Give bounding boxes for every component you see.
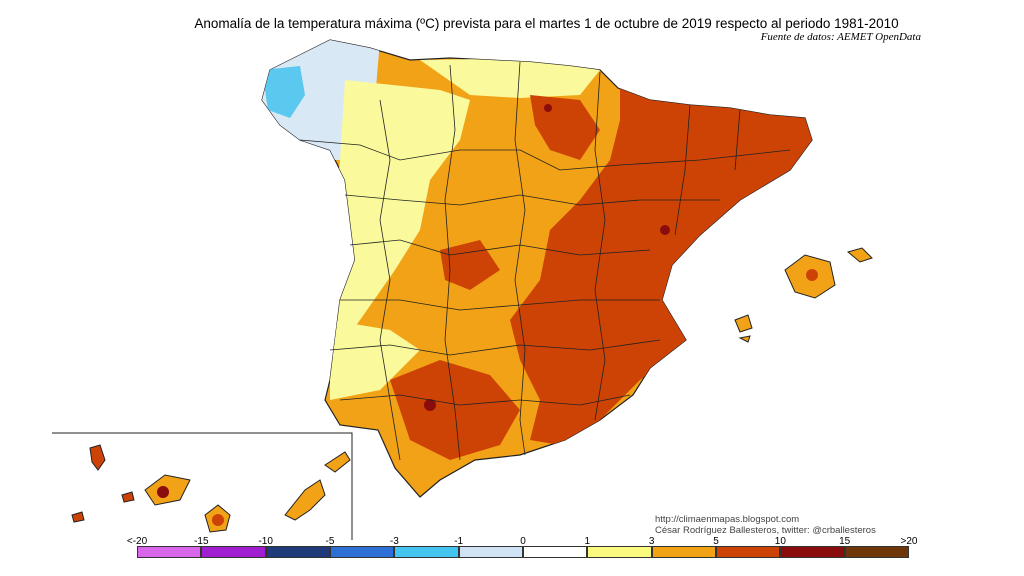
mallorca-hot-spot	[806, 269, 818, 281]
tenerife-hot-spot	[157, 486, 169, 498]
fuerteventura	[284, 479, 326, 521]
anomaly-spot-very-hot	[424, 399, 436, 411]
anomaly-spot-very-hot	[544, 104, 552, 112]
el-hierro	[71, 511, 85, 523]
anomaly-zone-pale-yellow-west	[330, 80, 470, 360]
data-source: Fuente de datos: AEMET OpenData	[760, 31, 921, 43]
credit-text: http://climaenmapas.blogspot.com César R…	[655, 514, 876, 536]
credit-url: http://climaenmapas.blogspot.com	[655, 514, 800, 525]
ibiza	[734, 314, 753, 333]
canary-inset-frame	[52, 432, 353, 540]
menorca	[846, 247, 873, 263]
map-title: Anomalía de la temperatura máxima (ºC) p…	[194, 16, 899, 31]
la-palma	[89, 444, 106, 471]
anomaly-zone-hot-center	[440, 240, 500, 290]
anomaly-zone-pale-yellow-southwest	[330, 320, 420, 400]
province-borders	[299, 61, 791, 461]
anomaly-zone-pale-yellow-north	[420, 58, 600, 98]
anomaly-spot-very-hot	[660, 225, 670, 235]
la-gomera	[121, 491, 135, 503]
credit-author: César Rodríguez Ballesteros, twitter: @c…	[655, 524, 876, 536]
anomaly-zone-hot-east	[510, 85, 812, 445]
gran-canaria-hot-spot	[212, 514, 224, 526]
lanzarote	[324, 451, 351, 473]
formentera	[738, 335, 751, 343]
anomaly-zone-blue	[262, 66, 305, 118]
